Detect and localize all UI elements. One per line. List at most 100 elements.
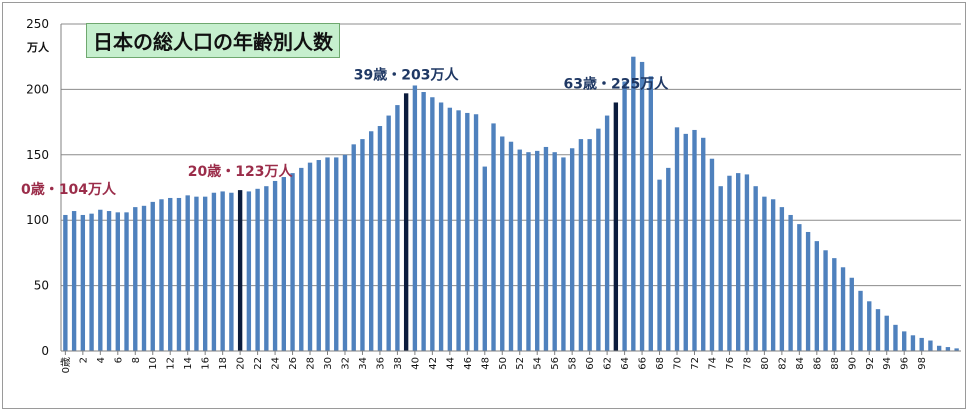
bar [264,186,269,351]
x-axis-ticks: 0歳 2 4 6 8 10 12 14 16 18 20 22 24 26 28 30 32 34 36 38 40 42… [60,351,928,373]
bar [342,154,348,351]
x-tick-label: 60 [585,357,596,370]
x-tick-label: 22 [253,357,264,370]
bar [281,177,286,351]
bar [508,141,514,351]
bar [220,191,225,351]
x-tick-label: 78 [742,357,753,370]
bar [814,241,820,351]
x-tick-label: 54 [533,357,544,370]
y-tick-label: 250 [26,17,49,31]
bar [141,205,147,351]
x-tick-label: 32 [340,357,351,370]
y-axis-ticks: 0 50 100 150 200 250 [26,17,49,358]
x-tick-label: 0歳 [60,357,72,373]
bar [185,195,190,351]
bar [290,173,295,351]
bar [447,107,453,351]
bar [255,188,260,351]
x-tick-label: 72 [690,357,701,370]
y-tick-label: 50 [34,279,49,293]
x-tick-label: 46 [463,357,474,370]
y-tick-label: 150 [26,148,49,162]
x-tick-label: 42 [428,357,439,370]
bar [596,128,601,351]
x-tick-label: 76 [725,357,736,370]
bar [954,348,959,351]
highlight-bar [403,93,409,351]
bar [412,85,418,351]
bar [727,175,732,351]
chart-title: 日本の総人口の年齢別人数 [93,30,333,54]
highlight-bar [613,102,619,351]
bar [482,166,487,351]
bar [430,97,435,351]
bar [587,139,592,351]
bar [168,197,173,351]
data-annotation: 0歳・104万人 [21,181,117,198]
bar [360,139,365,351]
bar [849,277,854,351]
bar [421,92,426,352]
bar [657,179,662,351]
bar [535,150,540,351]
bar [89,213,94,351]
bar [202,196,208,351]
bar [709,158,715,351]
x-tick-label: 86 [812,357,823,370]
annotations: 0歳・104万人 20歳・123万人 39歳・203万人 63歳・225万人 [21,66,669,198]
bar [124,212,129,351]
x-tick-label: 18 [218,357,229,370]
bar [770,199,776,351]
bar [133,207,138,351]
bar [229,192,234,351]
bar [683,133,688,351]
x-tick-label: 92 [865,357,876,370]
bar [867,301,872,351]
bar [159,199,164,351]
data-annotation: 39歳・203万人 [354,66,460,83]
bar [176,197,182,351]
x-tick-label: 34 [358,357,369,370]
bar [639,61,645,351]
bar [578,139,584,351]
bar [604,115,610,351]
bar [910,335,916,351]
bar [325,157,330,351]
x-tick-label: 64 [620,357,631,370]
bar [316,160,321,351]
bar [893,324,898,351]
bar [211,192,217,351]
x-tick-label: 70 [673,357,684,370]
bar [517,149,522,351]
bar [622,81,627,351]
x-tick-label: 94 [882,357,893,370]
bar [875,309,881,351]
bar [788,214,793,351]
bar [736,173,741,351]
bar [272,180,278,351]
x-tick-label: 16 [201,357,212,370]
bar [701,137,706,351]
bar [552,152,557,351]
bar [438,102,444,351]
bar [63,214,68,351]
x-tick-label: 14 [183,357,194,370]
bar [753,186,758,351]
data-annotation: 20歳・123万人 [188,163,294,180]
x-tick-label: 88 [830,357,841,370]
bar [526,152,531,351]
x-tick-label: 74 [707,357,718,370]
bar [543,146,549,351]
bar [797,224,802,351]
x-tick-label: 10 [148,357,159,370]
bar [884,315,889,351]
bar [377,126,383,351]
chart-frame: 0 50 100 150 200 250 0歳 2 4 6 8 10 12 14 16 18 20 22 24 26… [2,2,966,409]
x-tick-label: 58 [568,357,579,370]
y-tick-label: 0 [41,344,49,358]
x-tick-label: 44 [445,357,456,370]
highlight-bar [237,190,243,351]
bar [858,290,863,351]
